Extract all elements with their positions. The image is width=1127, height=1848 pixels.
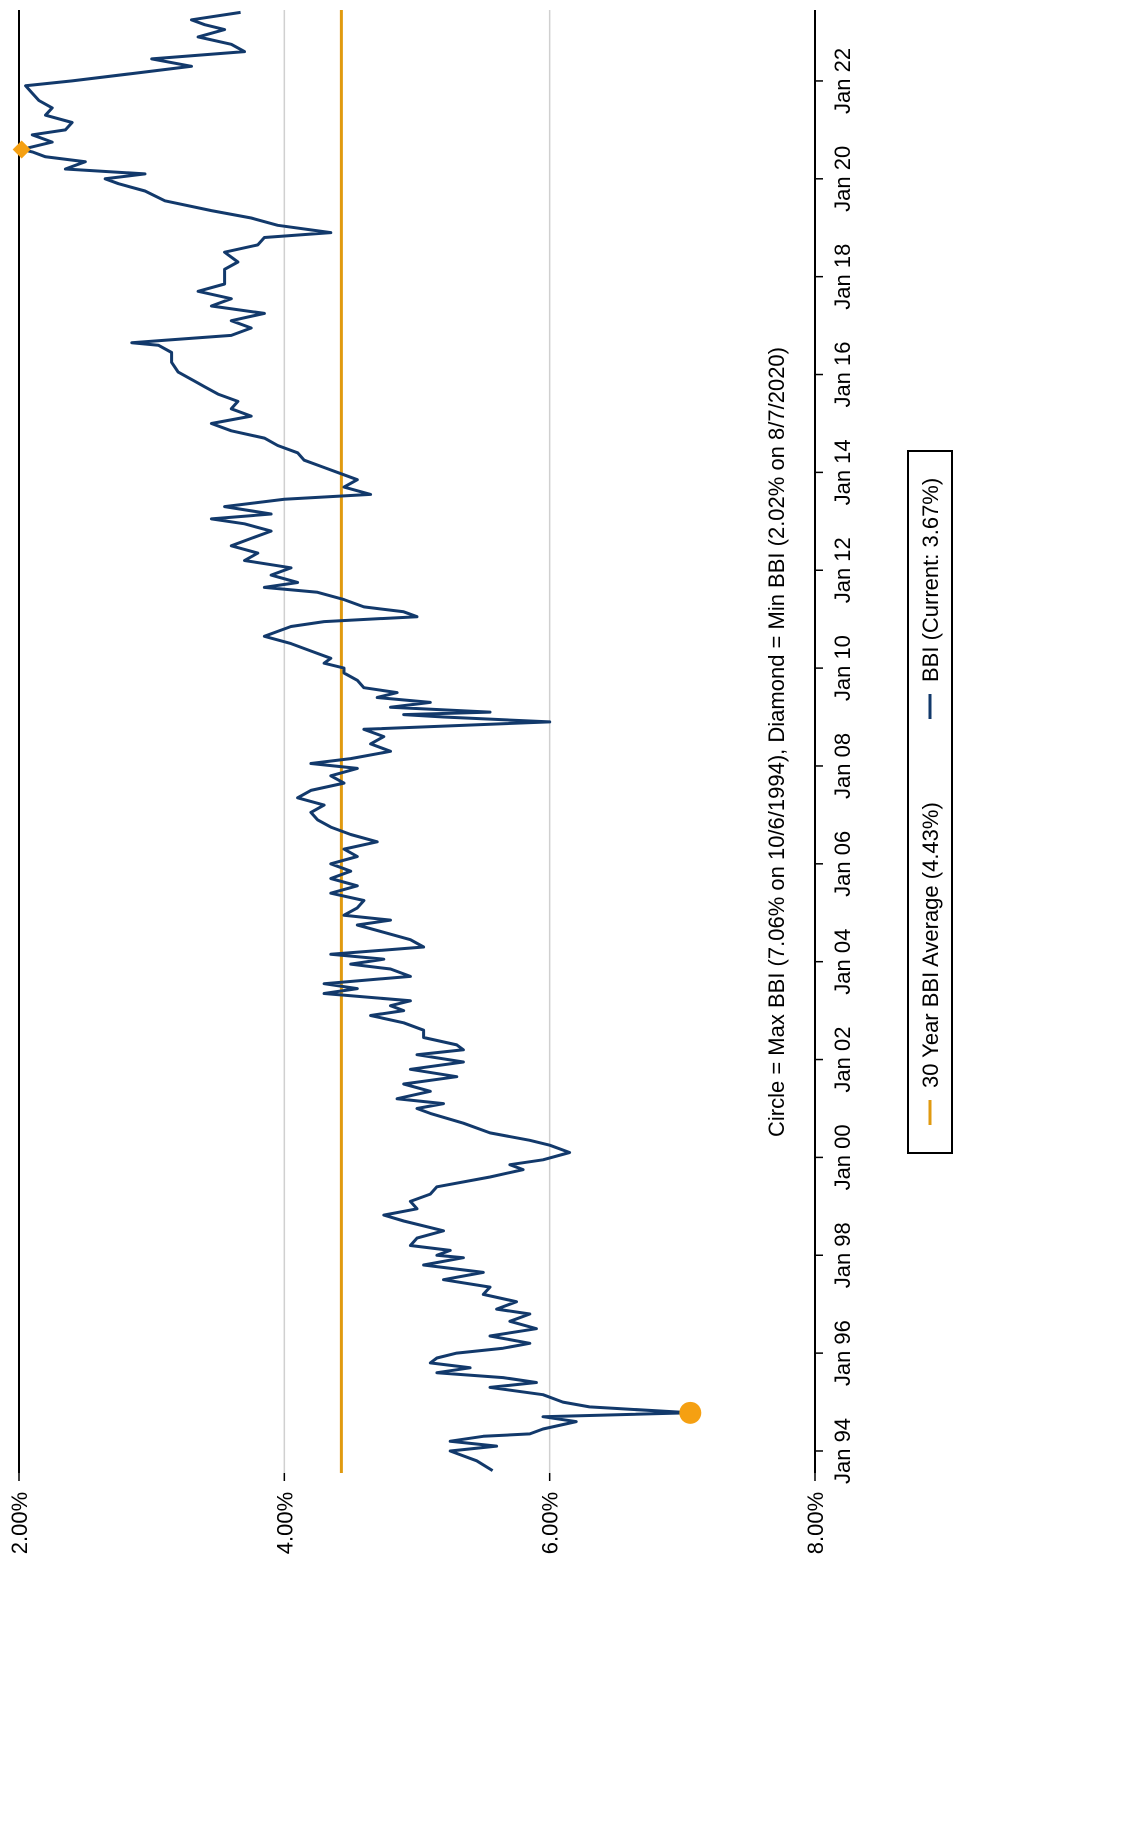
legend-box [907,450,953,1154]
time-tick-label-0: Jan 94 [830,1418,855,1484]
chart-annotation: Circle = Max BBI (7.06% on 10/6/1994), D… [764,347,789,1137]
legend: 30 Year BBI Average (4.43%) BBI (Current… [907,450,953,1154]
time-tick-label-6: Jan 06 [830,831,855,897]
value-tick-label-2: 6.00% [538,1492,563,1554]
time-tick-label-7: Jan 08 [830,733,855,799]
value-tick-label-3: 8.00% [803,1492,828,1554]
extreme-markers [12,140,702,1424]
time-axis-ticks: Jan 94 Jan 96 Jan 98 Jan 00 Jan 02 Jan 04 Jan … [815,48,855,1484]
value-axis-ticks: 2.00% 4.00% 6.00% 8.00% [7,1473,828,1554]
value-tick-label-0: 2.00% [7,1492,32,1554]
axes [18,10,816,1473]
time-tick-label-1: Jan 96 [830,1320,855,1386]
legend-label-average: 30 Year BBI Average (4.43%) [918,802,943,1088]
bbi-line [20,10,692,1472]
time-tick-label-2: Jan 98 [830,1222,855,1288]
time-tick-label-12: Jan 18 [830,244,855,310]
time-tick-label-8: Jan 10 [830,635,855,701]
time-tick-label-11: Jan 16 [830,341,855,407]
max-circle-marker [679,1401,702,1424]
time-tick-label-5: Jan 04 [830,929,855,995]
time-tick-label-3: Jan 00 [830,1124,855,1190]
time-tick-label-14: Jan 22 [830,48,855,114]
time-tick-label-10: Jan 14 [830,439,855,505]
min-diamond-marker [12,140,31,159]
time-tick-label-13: Jan 20 [830,146,855,212]
legend-label-bbi: BBI (Current: 3.67%) [918,478,943,682]
time-tick-label-9: Jan 12 [830,537,855,603]
bbi-series-group [20,10,692,1472]
value-tick-label-1: 4.00% [272,1492,297,1554]
time-tick-label-4: Jan 02 [830,1027,855,1093]
grid-lines [283,10,551,1473]
